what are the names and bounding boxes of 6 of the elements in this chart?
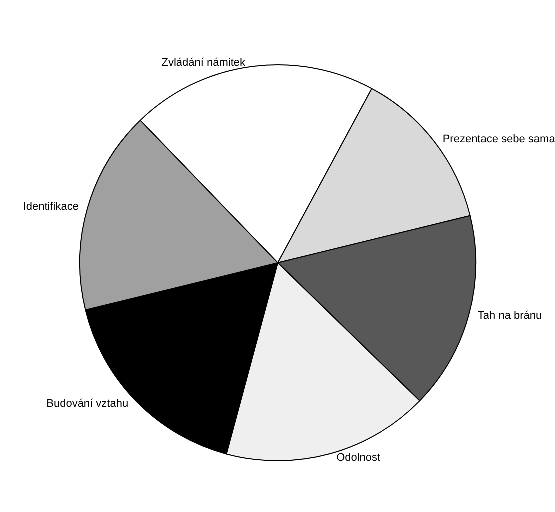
- slice-label: Tah na bránu: [478, 310, 542, 322]
- slice-label: Odolnost: [336, 452, 381, 464]
- slice-label: Prezentace sebe sama: [442, 133, 555, 146]
- slice-label: Identifikace: [23, 200, 79, 213]
- slice-label: Budování vztahu: [46, 398, 129, 410]
- slice-label: Zvládání námitek: [162, 56, 246, 69]
